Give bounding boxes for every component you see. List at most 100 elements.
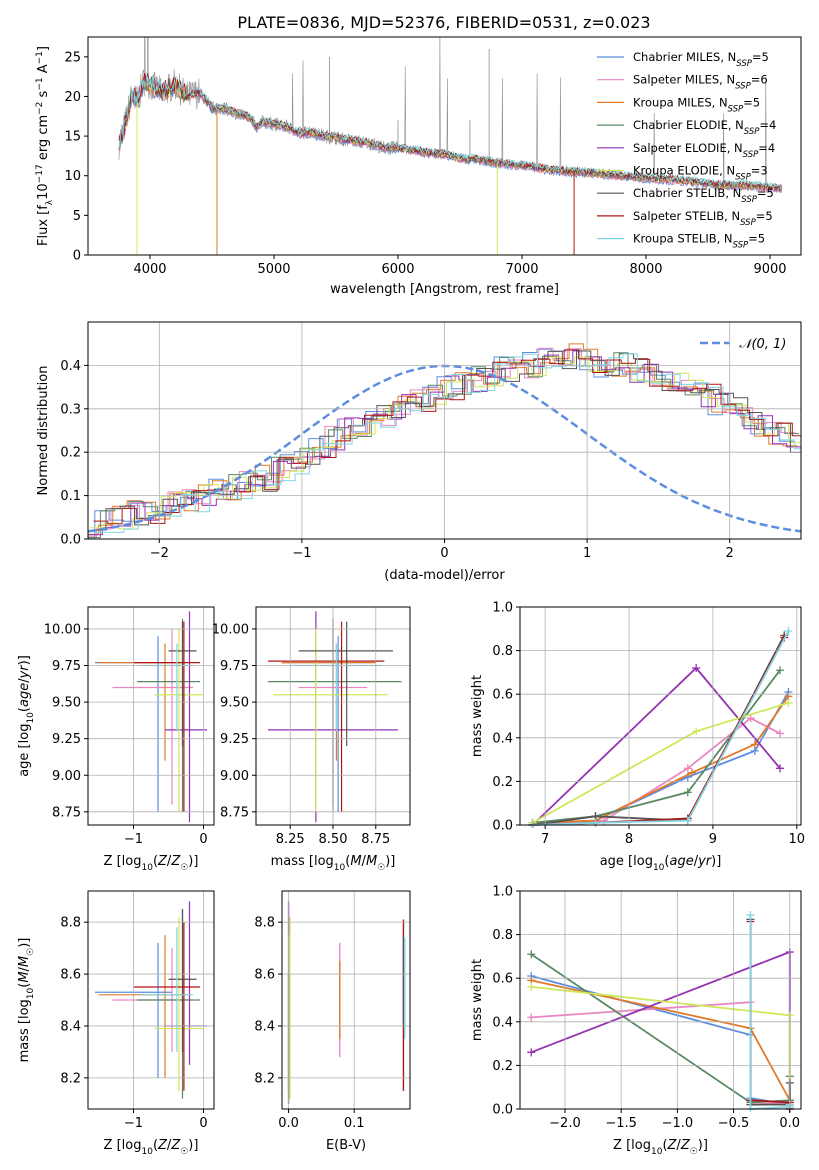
y-tick-label: 0.8	[492, 928, 513, 943]
errorbars	[267, 611, 402, 823]
spectrum-xlabel: wavelength [Angstrom, rest frame]	[330, 282, 559, 297]
y-tick-label: 8.75	[52, 805, 81, 820]
histogram-series	[88, 347, 796, 537]
ebv-mass-axes	[282, 891, 410, 1109]
weight-series-line	[532, 691, 790, 824]
legend-label: 𝒩(0, 1)	[739, 337, 786, 352]
legend-label: Kroupa MILES, NSSP=5	[633, 95, 760, 114]
y-tick-label: 9.50	[220, 696, 249, 711]
legend-label: Salpeter MILES, NSSP=6	[633, 73, 768, 92]
spectrum-plot: wavelength [Angstrom, rest frame] Flux [f…	[35, 37, 783, 297]
x-tick-label: 1	[583, 546, 591, 561]
spectrum-legend: Chabrier MILES, NSSP=5 Salpeter MILES, NS…	[597, 50, 776, 251]
x-tick-label: 9000	[753, 262, 786, 277]
y-tick-label: 0.2	[492, 775, 513, 790]
x-tick-label: −1.0	[662, 1116, 694, 1131]
weight-point-marker	[746, 714, 755, 723]
weight-point-marker	[776, 666, 785, 675]
weight-series-line	[532, 669, 781, 824]
y-tick-label: 8.6	[254, 968, 275, 983]
weight-point-marker	[776, 729, 785, 738]
y-tick-label: 0.0	[492, 1103, 513, 1118]
weight-point-marker	[527, 1048, 536, 1057]
y-tick-label: 0	[73, 249, 81, 264]
weight-point-marker	[527, 950, 536, 959]
legend-label: Chabrier MILES, NSSP=5	[633, 50, 769, 69]
y-tick-label: 0.3	[60, 402, 81, 417]
x-tick-label: 0.1	[344, 1116, 365, 1131]
legend-label: Kroupa ELODIE, NSSP=3	[633, 164, 768, 183]
legend-label: Chabrier ELODIE, NSSP=4	[633, 118, 776, 137]
residuals-frame: −2 −1 0 1 2 0.0 0.1 0.2 0.3 0.4	[60, 321, 802, 561]
y-tick-label: 15	[64, 130, 81, 145]
x-tick-label: 7000	[505, 262, 538, 277]
z-weight-ylabel: mass weight	[470, 959, 485, 1041]
y-tick-label: 25	[64, 50, 81, 65]
y-tick-label: 8.75	[220, 805, 249, 820]
y-tick-label: 8.2	[254, 1071, 275, 1086]
spectrum-ylabel: Flux [fλ10−17 erg cm−2 s−1 A−1]	[35, 46, 55, 246]
x-tick-label: −1	[292, 546, 311, 561]
legend-label: Salpeter ELODIE, NSSP=4	[633, 141, 775, 160]
y-tick-label: 0.4	[492, 1015, 513, 1030]
errorbars	[287, 901, 406, 1104]
x-tick-label: 6000	[381, 262, 414, 277]
y-tick-label: 20	[64, 90, 81, 105]
x-tick-label: 8000	[629, 262, 662, 277]
weight-series-line	[532, 630, 790, 826]
y-tick-label: 0.0	[492, 819, 513, 834]
axes-frame	[87, 890, 215, 1110]
axes-frame	[87, 36, 802, 256]
age-weight-plot: age [log10(age/yr)] mass weight	[470, 626, 793, 873]
x-tick-label: 0	[199, 1116, 207, 1131]
y-tick-label: 8.8	[60, 916, 81, 931]
y-tick-label: 5	[73, 209, 81, 224]
x-tick-label: 10	[789, 832, 806, 847]
z-mass-axes	[88, 891, 214, 1109]
weight-point-marker	[683, 788, 692, 797]
weight-point-marker	[683, 816, 692, 825]
legend-label: Chabrier STELIB, NSSP=5	[633, 186, 774, 205]
ebv-mass-xlabel: E(B-V)	[326, 1138, 366, 1153]
weight-series-line	[532, 717, 781, 826]
age-weight-ylabel: mass weight	[470, 675, 485, 757]
axes-frame	[87, 606, 215, 826]
model-spectrum	[118, 74, 782, 190]
errorbars	[95, 611, 207, 823]
x-tick-label: −0.5	[718, 1116, 750, 1131]
y-tick-label: 0.4	[492, 731, 513, 746]
x-tick-label: 0.0	[278, 1116, 299, 1131]
z-mass-xlabel: Z [log10(Z/Z☉)]	[104, 1138, 199, 1157]
histogram-series	[88, 343, 798, 535]
y-tick-label: 0.1	[60, 489, 81, 504]
z-mass-ylabel: mass [log10(M/M☉)]	[17, 938, 36, 1063]
mass-age-frame: 8.25 8.50 8.75 8.75 9.00 9.25 9.50 9.75 10.00	[212, 606, 411, 847]
y-tick-label: 0.2	[492, 1059, 513, 1074]
y-tick-label: 9.25	[220, 732, 249, 747]
x-tick-label: 8.75	[361, 832, 390, 847]
y-tick-label: 9.25	[52, 732, 81, 747]
weight-point-marker	[692, 664, 701, 673]
x-tick-label: 5000	[257, 262, 290, 277]
z-age-axes	[88, 607, 214, 825]
y-tick-label: 9.00	[52, 769, 81, 784]
spectrum-frame: 4000 5000 6000 7000 8000 9000 0 5 10 15 20 25	[64, 36, 802, 277]
age-weight-xlabel: age [log10(age/yr)]	[600, 854, 722, 873]
age-weight-axes	[520, 606, 801, 826]
x-tick-label: 8	[625, 832, 633, 847]
x-tick-label: 8.25	[276, 832, 305, 847]
z-age-ylabel: age [log10(age/yr)]	[17, 655, 36, 777]
axes-frame	[519, 606, 802, 826]
y-tick-label: 8.4	[254, 1019, 275, 1034]
y-tick-label: 9.75	[220, 659, 249, 674]
figure-title: PLATE=0836, MJD=52376, FIBERID=0531, z=0…	[237, 13, 650, 32]
weight-point-marker	[746, 910, 755, 919]
y-tick-label: 10.00	[212, 622, 249, 637]
weight-point-marker	[784, 626, 793, 635]
model-spectrum	[118, 77, 782, 192]
z-age-plot: Z [log10(Z/Z☉)] age [log10(age/yr)]	[17, 611, 207, 873]
histogram-series	[89, 356, 801, 530]
mass-age-xlabel: mass [log10(M/M☉)]	[271, 854, 396, 873]
y-tick-label: 10.00	[44, 622, 81, 637]
